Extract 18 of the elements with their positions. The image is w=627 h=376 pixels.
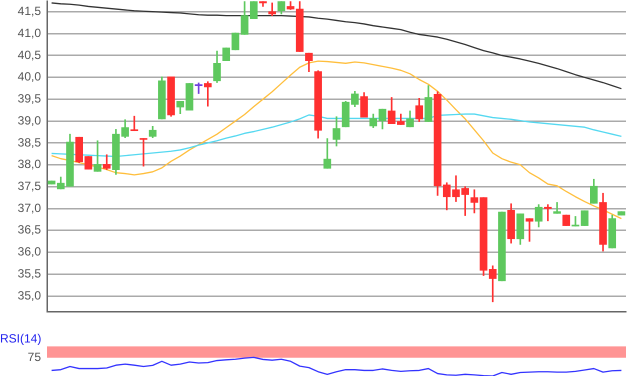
candlestick: [140, 138, 148, 166]
y-tick-label: 37,5: [18, 179, 42, 193]
y-tick-label: 40,5: [18, 48, 42, 62]
y-tick-label: 41,5: [18, 4, 42, 18]
candlestick: [498, 212, 506, 282]
y-tick-label: 35,5: [18, 266, 42, 280]
y-tick-label: 38,5: [18, 135, 42, 150]
y-tick-label: 35,0: [18, 288, 42, 302]
y-tick-label: 37,0: [18, 200, 42, 215]
y-tick-label: 36,5: [18, 222, 42, 237]
y-tick-label: 39,5: [18, 92, 42, 106]
y-tick-label: 38,0: [18, 157, 42, 172]
y-tick-label: 40,0: [18, 70, 42, 84]
y-tick-label: 41,0: [18, 26, 42, 40]
chart-title: RSI(14): [0, 332, 42, 346]
y-tick-label: 36,0: [18, 244, 42, 259]
y-tick-label: 39,0: [18, 113, 42, 128]
text: 75: [28, 350, 42, 364]
